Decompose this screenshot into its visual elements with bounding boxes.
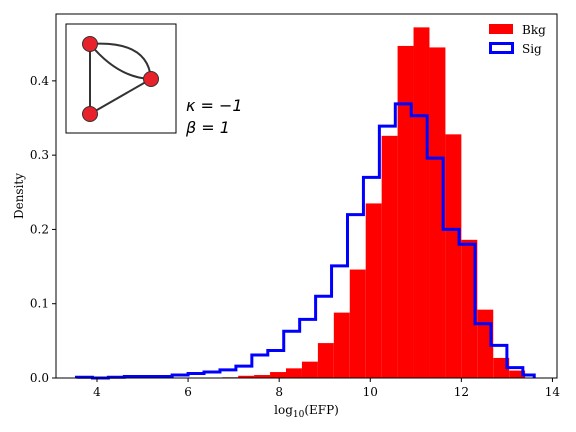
y-tick-label: 0.0 xyxy=(30,371,49,385)
x-tick-label: 10 xyxy=(363,385,378,399)
bkg-bar xyxy=(445,134,462,378)
inset-node-right xyxy=(143,71,159,87)
inset-node-bottom xyxy=(82,106,98,122)
x-tick-label: 4 xyxy=(93,385,101,399)
bkg-bar xyxy=(461,239,478,378)
annotation-kappa: κ = −1 xyxy=(186,96,243,115)
bkg-bar xyxy=(397,45,414,378)
bkg-bar xyxy=(333,312,350,378)
x-tick-label: 8 xyxy=(275,385,283,399)
y-tick-label: 0.3 xyxy=(30,148,49,162)
bkg-bar xyxy=(477,309,494,378)
sig-step-line xyxy=(74,102,536,380)
bkg-bar xyxy=(493,357,510,378)
axis-ticks: 4 6 8 10 12 14 0.0 0.1 0.2 0.3 0.4 xyxy=(30,74,561,399)
bkg-bar xyxy=(238,375,255,378)
legend-sig-label: Sig xyxy=(522,42,542,56)
bkg-bar xyxy=(254,375,271,378)
legend-bkg-swatch xyxy=(489,24,513,34)
y-tick-label: 0.1 xyxy=(30,297,49,311)
inset-edge-bottom-right xyxy=(89,78,152,115)
bkg-bar xyxy=(381,135,398,378)
y-tick-label: 0.2 xyxy=(30,222,49,236)
bkg-bar xyxy=(270,372,287,378)
x-tick-label: 6 xyxy=(184,385,192,399)
bkg-bar xyxy=(365,203,382,378)
legend: Bkg Sig xyxy=(489,23,546,56)
bkg-bar xyxy=(429,47,446,379)
graph-inset xyxy=(65,23,177,134)
legend-sig-swatch xyxy=(489,42,514,54)
bkg-bar xyxy=(413,27,430,378)
inset-node-top xyxy=(82,36,98,52)
legend-bkg-label: Bkg xyxy=(522,23,546,37)
x-tick-label: 14 xyxy=(545,385,561,399)
bkg-bar xyxy=(509,370,526,378)
y-tick-label: 0.4 xyxy=(30,74,49,88)
annotation-beta: β = 1 xyxy=(185,118,230,137)
x-axis-label: log10(EFP) xyxy=(274,403,339,420)
x-tick-label: 12 xyxy=(454,385,469,399)
sig-series xyxy=(74,102,536,380)
bkg-bar xyxy=(317,343,334,378)
bkg-bar xyxy=(286,368,302,378)
bkg-bar xyxy=(301,361,318,378)
bkg-bar xyxy=(349,269,366,378)
y-axis-label: Density xyxy=(12,173,26,219)
bkg-series xyxy=(222,27,526,379)
axes-frame xyxy=(55,13,558,379)
